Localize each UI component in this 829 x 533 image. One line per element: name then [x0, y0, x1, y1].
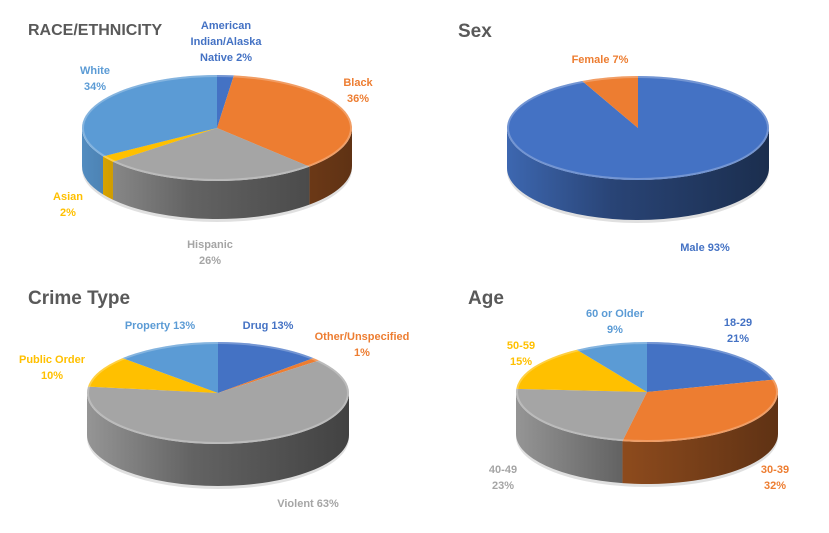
crime-chart-title: Crime Type	[28, 288, 131, 309]
slice-side-white	[82, 128, 104, 195]
label-female: Female 7%	[571, 54, 629, 66]
label-property: Property 13%	[124, 320, 196, 332]
slice-drug	[218, 342, 314, 393]
slice-side-violent	[87, 393, 349, 486]
pie-2	[87, 342, 349, 489]
slice-side-male	[507, 128, 769, 220]
race-chart-title: RACE/ETHNICITY	[28, 22, 163, 39]
label-50-59: 50-59 15%	[506, 340, 536, 368]
slice-60-or-older	[576, 342, 647, 392]
age-chart-title: Age	[468, 288, 504, 309]
label-american-indian: American Indian/Alaska Native 2%	[190, 20, 262, 64]
slice-american-indian-alaska-native	[217, 75, 234, 128]
pie-rim-highlight	[516, 342, 778, 442]
label-male: Male 93%	[680, 242, 730, 254]
label-hispanic: Hispanic 26%	[187, 239, 233, 267]
slice-side-black	[309, 128, 352, 205]
slice-asian	[103, 128, 217, 162]
pie-rim-highlight	[82, 75, 352, 181]
pie-0	[82, 75, 352, 222]
sex-chart-title: Sex	[458, 21, 492, 42]
pie-rim-highlight	[87, 342, 349, 444]
slice-public-order	[88, 358, 218, 393]
slice-side-30-39	[622, 392, 778, 484]
slice-violent	[87, 360, 349, 444]
slice-other-unspecified	[218, 358, 319, 393]
slice-side-hispanic	[112, 161, 310, 219]
slice-female	[582, 76, 638, 128]
pie-1	[506, 76, 769, 223]
slice-black	[217, 75, 352, 167]
label-drug: Drug 13%	[242, 320, 294, 332]
slice-40-49	[516, 388, 647, 442]
slice-side-asian	[103, 156, 113, 200]
label-30-39: 30-39 32%	[760, 464, 790, 492]
pie-3	[516, 342, 778, 487]
slice-property	[122, 342, 218, 393]
label-other: Other/Unspecified 1%	[314, 331, 410, 359]
label-asian: Asian 2%	[53, 191, 83, 219]
slice-male	[506, 76, 769, 180]
label-18-29: 18-29 21%	[723, 317, 753, 345]
slice-18-29	[647, 342, 774, 392]
label-40-49: 40-49 23%	[488, 464, 518, 492]
slice-hispanic	[112, 128, 310, 181]
label-violent: Violent 63%	[277, 498, 339, 510]
slice-50-59	[516, 349, 647, 392]
label-white: White 34%	[80, 65, 110, 93]
slice-30-39	[622, 379, 778, 442]
label-black: Black 36%	[343, 77, 373, 105]
slice-white	[82, 75, 217, 157]
slice-side-40-49	[516, 392, 623, 484]
pie-rim-highlight	[507, 76, 769, 180]
label-public-order: Public Order 10%	[18, 354, 86, 382]
label-60-or-older: 60 or Older 9%	[585, 308, 645, 336]
